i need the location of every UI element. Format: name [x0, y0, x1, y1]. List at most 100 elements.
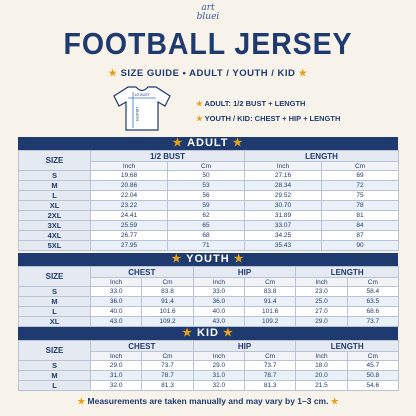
bust-label: 1/2 BUST: [134, 93, 150, 97]
value-cell: 29.0: [192, 360, 245, 371]
value-cell: 31.89: [244, 210, 322, 221]
value-cell: 78.7: [243, 370, 297, 381]
size-cell: L: [18, 306, 91, 317]
value-cell: 33.0: [192, 286, 245, 297]
section-title: KID: [197, 327, 219, 339]
size-cell: L: [18, 380, 91, 391]
star: ★: [182, 327, 198, 339]
value-cell: 43.0: [192, 316, 245, 327]
size-table: SIZE 1/2 BUST LENGTH Inch Cm Inch Cm S 19.68 50 27…: [18, 150, 400, 251]
value-cell: 40.0: [192, 306, 245, 317]
unit-header: Cm: [346, 277, 399, 287]
value-cell: 25.59: [90, 220, 168, 231]
group-header: LENGTH: [243, 150, 400, 162]
value-cell: 90: [320, 240, 400, 251]
value-cell: 54.6: [346, 380, 399, 391]
value-cell: 87: [320, 230, 400, 241]
value-cell: 43.0: [89, 316, 143, 327]
unit-row: Inch Cm Inch Cm Inch Cm: [19, 351, 399, 361]
value-cell: 65: [167, 220, 245, 231]
star: ★: [171, 253, 187, 265]
value-cell: 32.0: [192, 380, 245, 391]
value-cell: 22.04: [90, 190, 168, 201]
size-cell: S: [18, 170, 91, 181]
value-cell: 27.0: [295, 306, 348, 317]
size-row: M 36.0 91.4 36.0 91.4 25.0 63.5: [18, 296, 399, 307]
footer-row: ★ Measurements are taken manually and ma…: [77, 396, 339, 406]
size-cell: 5XL: [18, 240, 91, 251]
unit-header: Cm: [243, 277, 297, 287]
size-row: 3XL 25.59 65 33.07 84: [18, 220, 400, 231]
value-cell: 63.5: [346, 296, 399, 307]
group-header: LENGTH: [295, 340, 399, 352]
value-cell: 72: [320, 180, 400, 191]
note-row: ★ ADULT: 1/2 BUST + LENGTH: [196, 99, 306, 108]
logo-bottom: bluei: [196, 12, 220, 22]
value-cell: 84: [320, 220, 400, 231]
value-cell: 81.3: [141, 380, 194, 391]
unit-header: Cm: [346, 351, 399, 361]
size-section: ★ KID ★ SIZE CHEST HIP LENGTH Inch Cm Inch Cm Inc…: [18, 327, 399, 391]
section-bar: ★ ADULT ★: [18, 137, 398, 150]
unit-row: Inch Cm Inch Cm: [19, 161, 400, 171]
size-row: M 31.0 78.7 31.0 78.7 20.0 50.8: [18, 370, 399, 381]
group-header: LENGTH: [295, 266, 399, 278]
value-cell: 33.0: [89, 286, 143, 297]
section-bar: ★ KID ★: [18, 327, 398, 340]
value-cell: 20.86: [90, 180, 168, 191]
group-header: 1/2 BUST: [90, 150, 245, 162]
value-cell: 83.8: [141, 286, 194, 297]
jersey-diagram: 1/2 BUST LENGTH: [113, 86, 171, 131]
unit-header: Cm: [141, 351, 194, 361]
size-header: SIZE: [18, 340, 91, 361]
value-cell: 50: [167, 170, 245, 181]
unit-header: Cm: [141, 277, 194, 287]
unit-header: Inch: [89, 351, 143, 361]
size-cell: M: [18, 180, 91, 191]
size-row: 4XL 26.77 68 34.25 87: [18, 230, 400, 241]
logo-top: art: [201, 3, 215, 13]
unit-header: Cm: [167, 161, 245, 171]
size-cell: L: [18, 190, 91, 201]
unit-header: Inch: [295, 277, 348, 287]
size-cell: 4XL: [18, 230, 91, 241]
value-cell: 28.34: [244, 180, 322, 191]
group-header: HIP: [192, 266, 297, 278]
size-cell: M: [18, 370, 91, 381]
size-header: SIZE: [18, 150, 91, 171]
size-row: S 33.0 83.8 33.0 83.8 23.0 58.4: [18, 286, 399, 297]
footer: Measurements are taken manually and may …: [87, 396, 329, 406]
value-cell: 73.7: [243, 360, 297, 371]
unit-header: Inch: [90, 161, 168, 171]
value-cell: 73.7: [141, 360, 194, 371]
group-header: CHEST: [90, 340, 194, 352]
logo: art bluei: [0, 4, 416, 22]
value-cell: 68: [167, 230, 245, 241]
section-title: YOUTH: [186, 253, 230, 265]
group-header: CHEST: [90, 266, 194, 278]
size-row: M 20.86 53 28.34 72: [18, 180, 400, 191]
value-cell: 109.2: [141, 316, 194, 327]
note: YOUTH / KID: CHEST + HIP + LENGTH: [204, 114, 341, 123]
value-cell: 56: [167, 190, 245, 201]
value-cell: 24.41: [90, 210, 168, 221]
size-table: SIZE CHEST HIP LENGTH Inch Cm Inch Cm Inch Cm S 29.…: [18, 340, 399, 391]
value-cell: 36.0: [192, 296, 245, 307]
section-title: ADULT: [187, 137, 229, 149]
value-cell: 73.7: [346, 316, 399, 327]
value-cell: 81: [320, 210, 400, 221]
value-cell: 59: [167, 200, 245, 211]
size-row: XL 43.0 109.2 43.0 109.2 29.0 73.7: [18, 316, 399, 327]
value-cell: 27.16: [244, 170, 322, 181]
size-cell: 3XL: [18, 220, 91, 231]
value-cell: 31.0: [192, 370, 245, 381]
star: ★: [172, 137, 188, 149]
value-cell: 21.5: [295, 380, 348, 391]
value-cell: 31.0: [89, 370, 143, 381]
value-cell: 53: [167, 180, 245, 191]
value-cell: 83.8: [243, 286, 297, 297]
value-cell: 75: [320, 190, 400, 201]
unit-header: Inch: [192, 277, 245, 287]
size-section: ★ ADULT ★ SIZE 1/2 BUST LENGTH Inch Cm Inch Cm S…: [18, 137, 400, 251]
